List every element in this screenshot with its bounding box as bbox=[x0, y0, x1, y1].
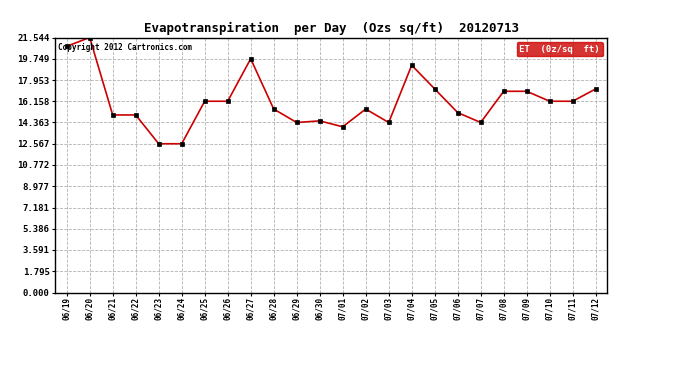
Title: Evapotranspiration  per Day  (Ozs sq/ft)  20120713: Evapotranspiration per Day (Ozs sq/ft) 2… bbox=[144, 22, 519, 35]
Text: Copyright 2012 Cartronics.com: Copyright 2012 Cartronics.com bbox=[58, 43, 192, 52]
Legend: ET  (0z/sq  ft): ET (0z/sq ft) bbox=[517, 42, 602, 56]
